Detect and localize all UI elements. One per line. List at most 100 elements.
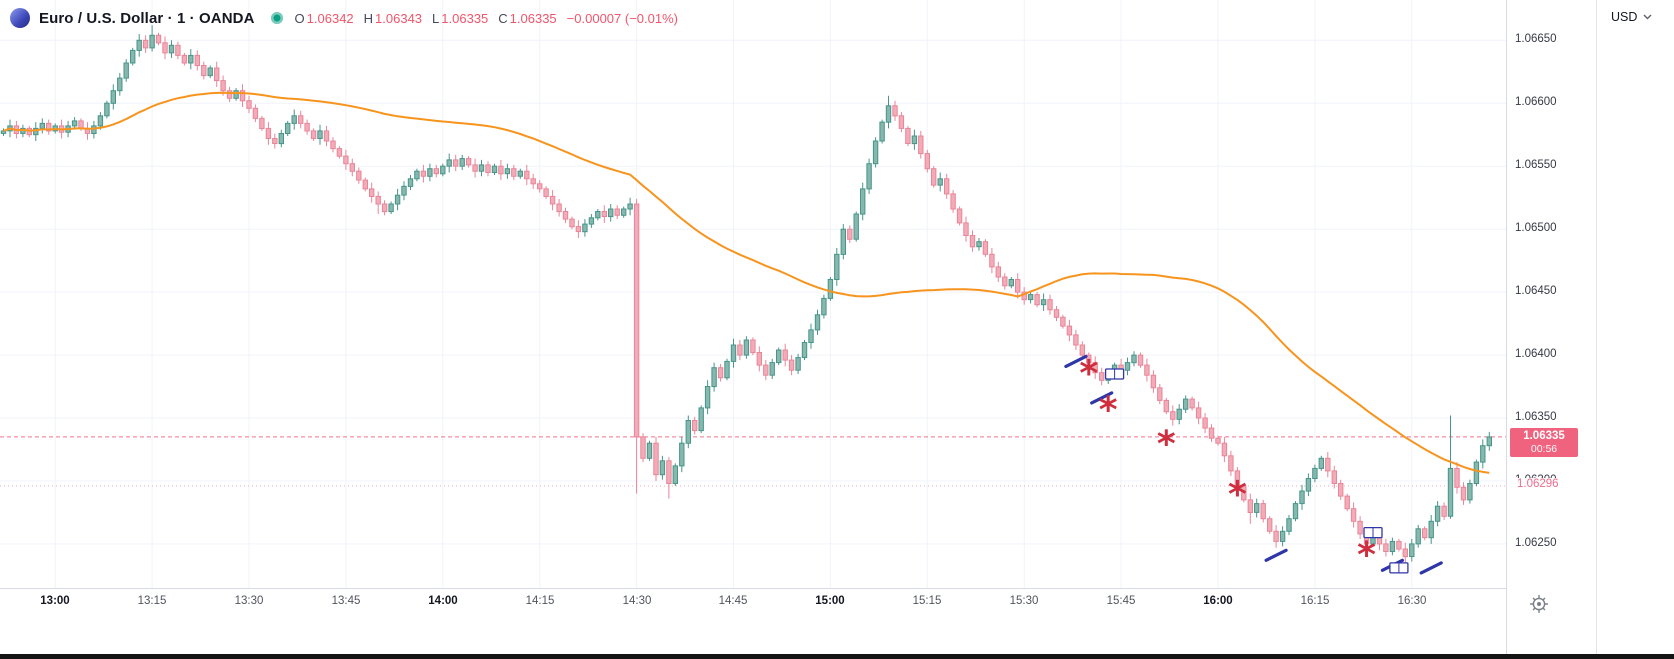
candle-body	[356, 170, 362, 181]
candle-body	[1454, 467, 1460, 488]
candle-body	[756, 352, 762, 366]
candle-body	[562, 211, 569, 220]
candle-body	[1312, 467, 1318, 479]
candle-body	[1441, 505, 1447, 517]
candle-body	[433, 168, 440, 175]
trade-marker-star[interactable]: *	[1099, 390, 1118, 431]
candle-body	[130, 49, 136, 64]
candle-body	[1279, 530, 1286, 542]
candle-body	[969, 235, 976, 248]
candle-body	[621, 208, 627, 216]
candle-body	[1273, 530, 1279, 542]
candle-body	[1208, 427, 1215, 439]
candle-body	[291, 115, 297, 124]
candle-body	[614, 208, 620, 216]
candle-body	[1099, 372, 1105, 381]
candle-body	[763, 364, 769, 376]
trade-marker-star[interactable]: *	[1357, 535, 1376, 576]
candle-body	[1228, 455, 1234, 472]
trade-marker-star[interactable]: *	[1157, 424, 1176, 465]
candle-body	[821, 297, 827, 316]
candle-body	[168, 44, 175, 54]
time-axis[interactable]: 13:00 13:15 13:30 13:45 14:00 14:15 14:30 14:45…	[0, 588, 1506, 622]
candle-body	[259, 117, 265, 130]
candle-body	[330, 140, 336, 150]
ohlc-low-label: L	[432, 10, 440, 26]
candle-body	[905, 127, 911, 144]
settings-icon[interactable]	[1529, 594, 1549, 614]
candle-body	[847, 228, 853, 240]
candle-body	[795, 357, 801, 371]
trade-marker-dash[interactable]	[1419, 561, 1443, 575]
candle-body	[149, 34, 155, 49]
symbol-title[interactable]: Euro / U.S. Dollar · 1 · OANDA	[39, 9, 255, 27]
candle-body	[1350, 508, 1357, 522]
candle-body	[1415, 528, 1421, 545]
candle-body	[944, 178, 950, 195]
candle-body	[362, 179, 369, 190]
candle-body	[472, 164, 478, 172]
candle-body	[317, 130, 323, 139]
candle-body	[201, 65, 207, 77]
candle-body	[808, 329, 814, 343]
candle-body	[1170, 411, 1176, 420]
candle-body	[982, 241, 989, 255]
candle-body	[1040, 299, 1047, 306]
candle-body	[1008, 279, 1014, 287]
candle-body	[860, 188, 866, 215]
time-tick-label: 15:45	[1106, 595, 1136, 607]
candle-body	[853, 213, 859, 240]
candle-body	[78, 120, 84, 130]
candle-body	[407, 178, 414, 187]
candle-body	[207, 67, 213, 77]
candle-body	[640, 436, 646, 459]
candle-body	[963, 222, 969, 236]
candle-body	[1144, 364, 1150, 376]
trade-marker-dash[interactable]	[1090, 391, 1114, 405]
candle-body	[33, 127, 39, 136]
candle-body	[730, 344, 737, 362]
trade-marker-star[interactable]: *	[1079, 354, 1098, 395]
chart-pane[interactable]: * * * * *	[0, 0, 1506, 588]
candle-body	[575, 226, 582, 233]
candle-body	[1383, 543, 1389, 553]
candle-body	[569, 218, 575, 228]
candle-body	[155, 34, 162, 44]
candle-body	[1047, 299, 1053, 311]
candle-body	[142, 39, 149, 49]
candle-body	[692, 420, 698, 432]
candle-body	[1292, 503, 1299, 520]
ohlc-high-label: H	[363, 10, 374, 26]
candle-body	[459, 158, 465, 167]
candle-body	[666, 460, 672, 484]
candle-body	[801, 342, 808, 359]
candle-body	[123, 62, 129, 79]
price-axis[interactable]: 1.06335 00:56 1.06296 1.06650 1.06600 1.06…	[1506, 0, 1596, 654]
price-scale-currency-dropdown[interactable]: USD	[1605, 7, 1658, 27]
trade-marker-dash[interactable]	[1264, 548, 1288, 562]
candle-body	[898, 115, 905, 129]
window-bottom-edge	[0, 654, 1674, 659]
candlestick-chart[interactable]: *****	[0, 0, 1506, 588]
candle-body	[633, 203, 640, 438]
candle-body	[704, 386, 711, 409]
candle-body	[1402, 548, 1408, 558]
candle-body	[465, 158, 472, 166]
trade-marker-dash[interactable]	[1064, 354, 1088, 368]
bar-countdown: 00:56	[1530, 443, 1558, 455]
trade-marker-star[interactable]: *	[1228, 475, 1247, 516]
candle-body	[1221, 442, 1228, 457]
candle-body	[440, 165, 446, 175]
candle-body	[39, 122, 45, 129]
candle-body	[1344, 495, 1350, 510]
candle-body	[1234, 470, 1241, 487]
candle-body	[1002, 276, 1008, 287]
candle-body	[911, 135, 918, 145]
market-status-icon[interactable]	[270, 12, 283, 24]
candle-body	[1305, 478, 1312, 492]
time-tick-label: 13:30	[234, 595, 264, 607]
candle-body	[517, 170, 523, 177]
last-price-value: 1.06335	[1523, 430, 1565, 442]
candle-body	[1195, 407, 1202, 419]
candle-body	[782, 349, 788, 361]
